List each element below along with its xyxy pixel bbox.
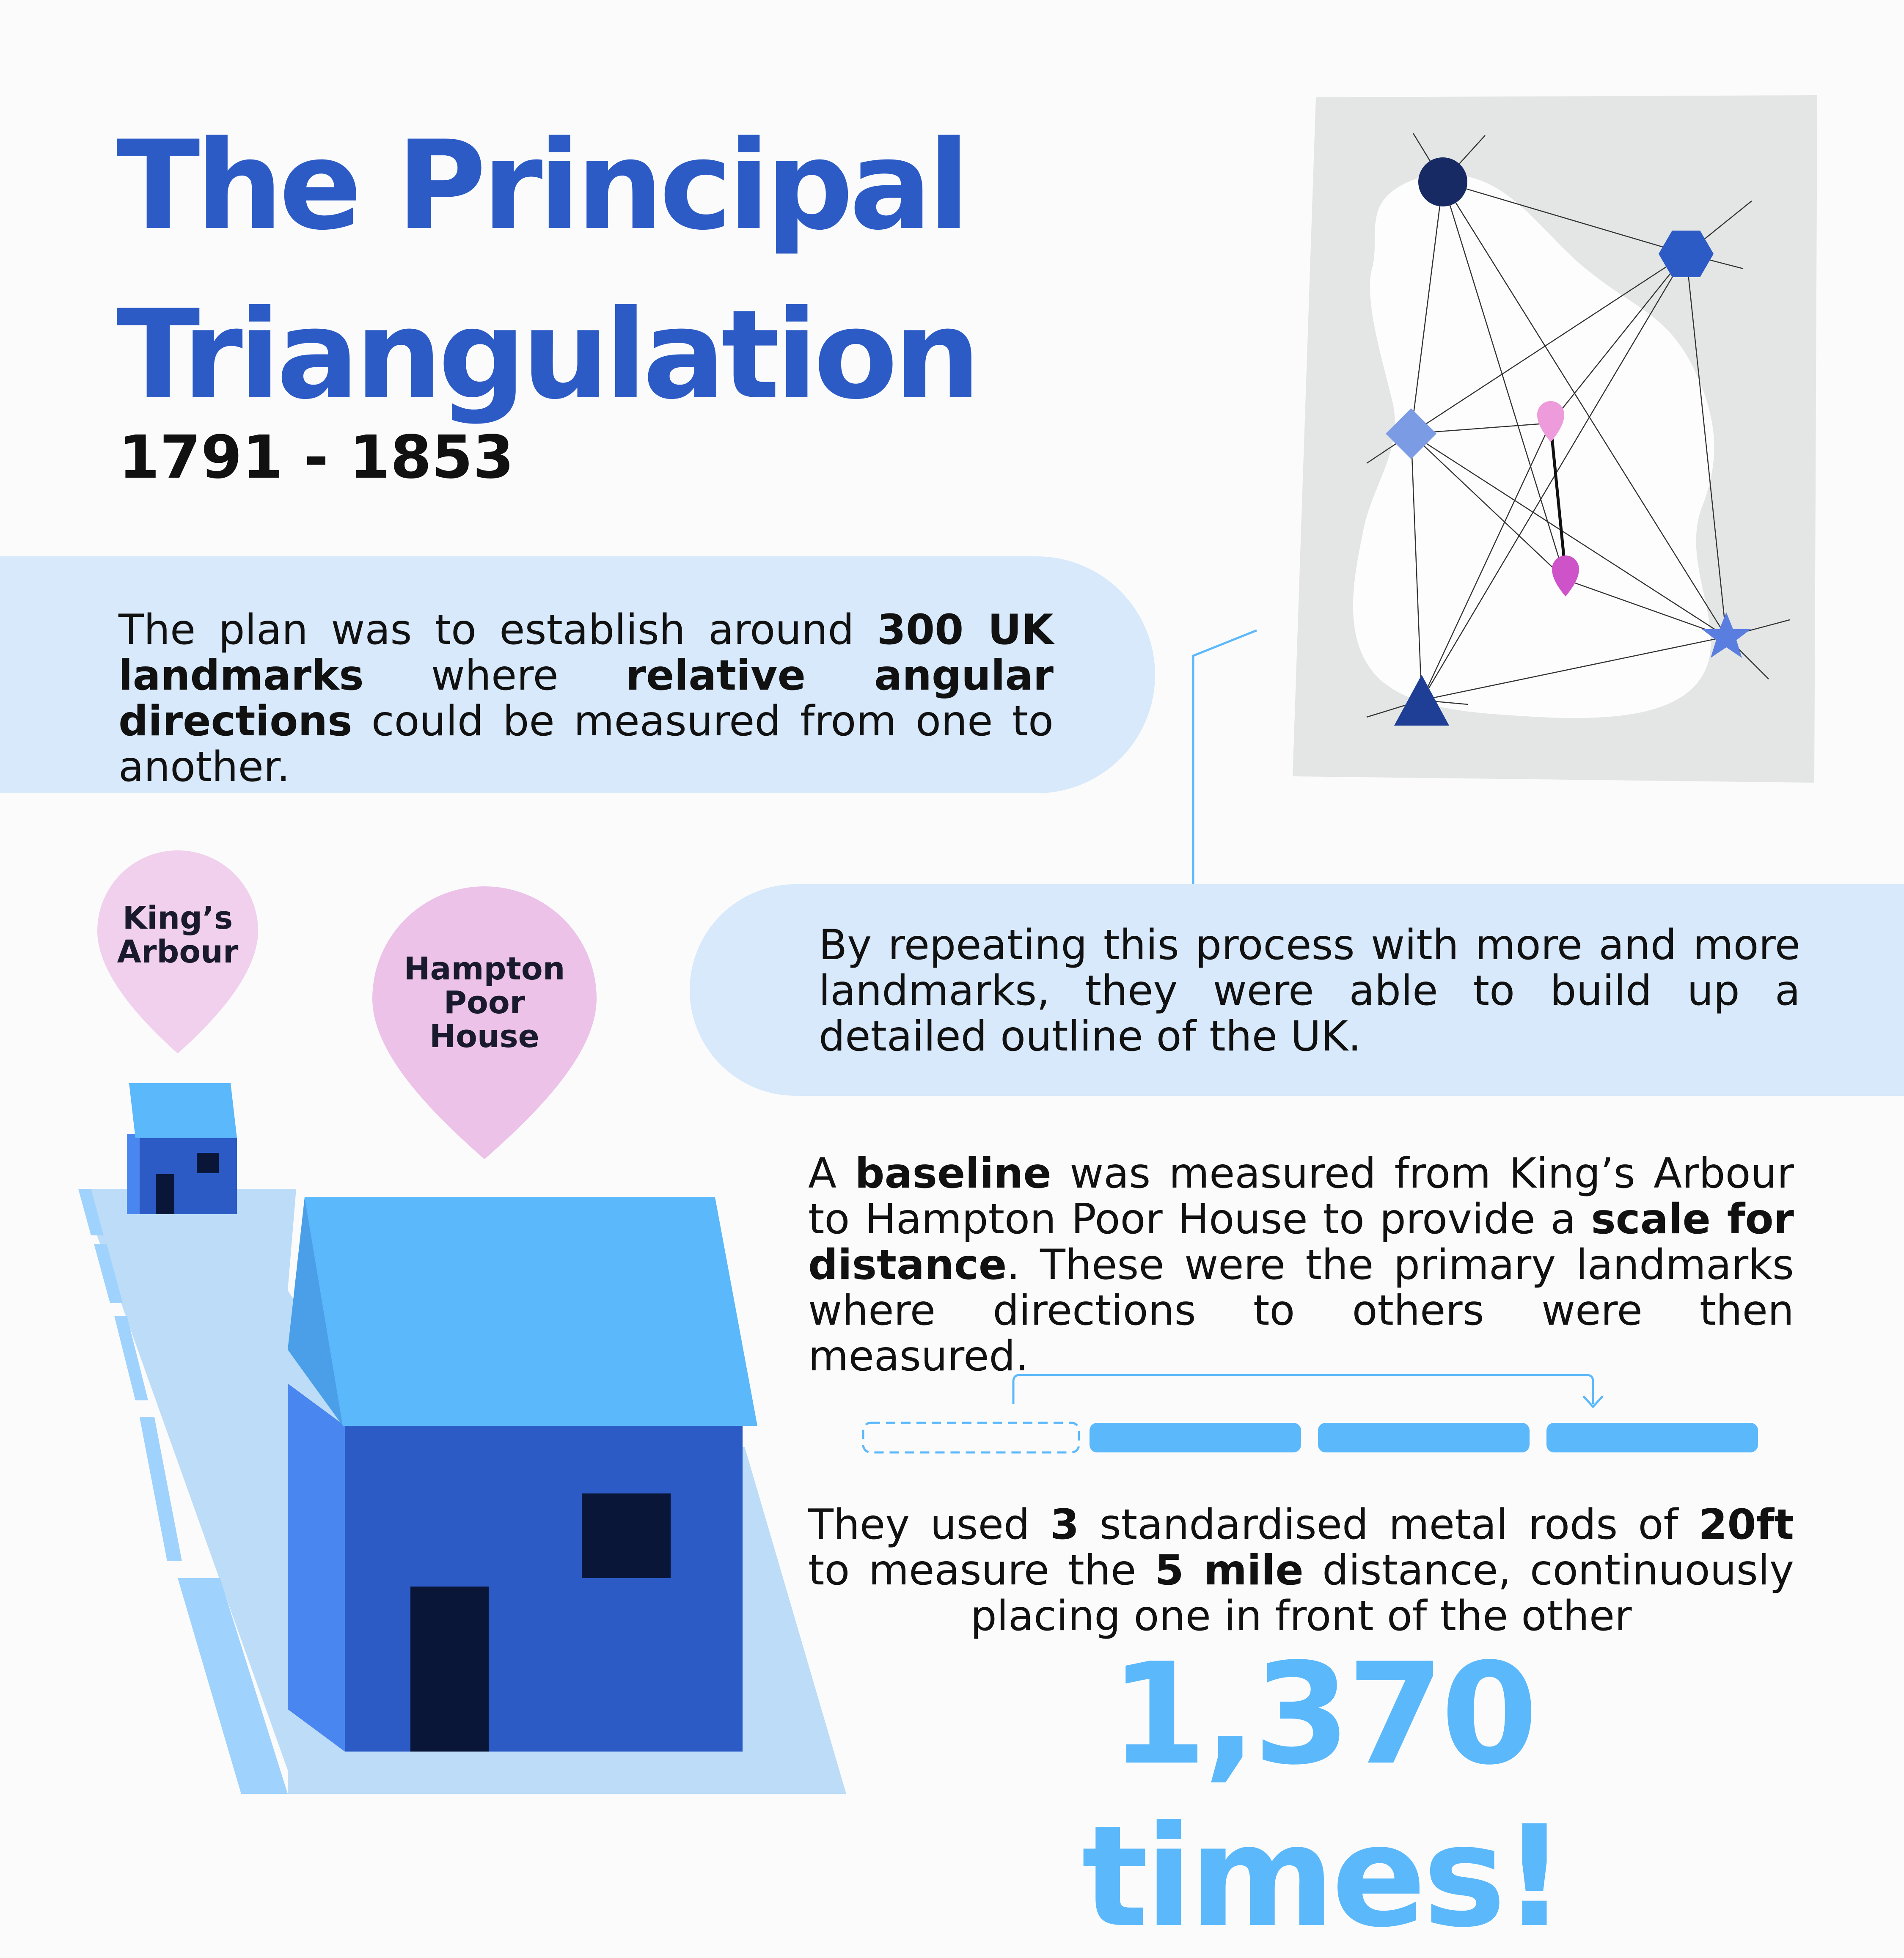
rod-3	[1546, 1423, 1758, 1452]
metal-rods-illustration	[862, 1374, 1758, 1454]
rod-2	[1318, 1423, 1530, 1452]
node-diamond-icon	[1386, 408, 1436, 459]
ground-path	[80, 1189, 846, 1794]
diagram-blob	[1353, 174, 1714, 718]
baseline-paragraph: A baseline was measured from King’s Arbo…	[808, 1150, 1794, 1380]
node-triangle-icon	[1394, 675, 1449, 726]
rod-outline	[862, 1422, 1080, 1454]
triangulation-network-diagram	[1293, 95, 1817, 783]
process-highlight-band	[690, 884, 1904, 1096]
node-pin-pink-icon	[1537, 401, 1564, 442]
hampton-poor-house-label: Hampton Poor House	[404, 951, 565, 1055]
date-range: 1791 - 1853	[118, 423, 514, 492]
diagram-baseline	[1549, 425, 1567, 574]
diagram-lines	[1366, 133, 1790, 718]
title-line-1: The Principal	[116, 115, 970, 257]
node-hexagon-icon	[1659, 231, 1714, 277]
page-title: The Principal Triangulation	[116, 102, 981, 440]
hampton-poor-house-icon	[288, 1197, 846, 1794]
node-star-icon	[1702, 612, 1751, 658]
intro-highlight-band	[0, 556, 1155, 793]
path-dashes	[78, 1189, 288, 1794]
arrow-icon	[1012, 1374, 1604, 1408]
rods-paragraph: They used 3 standardised metal rods of 2…	[808, 1501, 1794, 1640]
process-paragraph: By repeating this process with more and …	[819, 921, 1800, 1061]
hampton-poor-house-pin-icon	[372, 886, 597, 1159]
kings-arbour-house-icon	[127, 1083, 237, 1214]
intro-paragraph: The plan was to establish around 300 UK …	[118, 606, 1054, 791]
node-pin-magenta-icon	[1552, 556, 1579, 597]
kings-arbour-label: King’s Arbour	[117, 900, 239, 970]
connector-line	[1192, 629, 1257, 884]
node-circle-icon	[1418, 157, 1467, 206]
houses-scene	[78, 850, 846, 1794]
title-line-2: Triangulation	[116, 284, 981, 426]
rod-1	[1090, 1423, 1301, 1452]
kings-arbour-pin-icon	[97, 850, 258, 1053]
rod-placement-count: 1,370 times!	[1081, 1633, 1566, 1958]
